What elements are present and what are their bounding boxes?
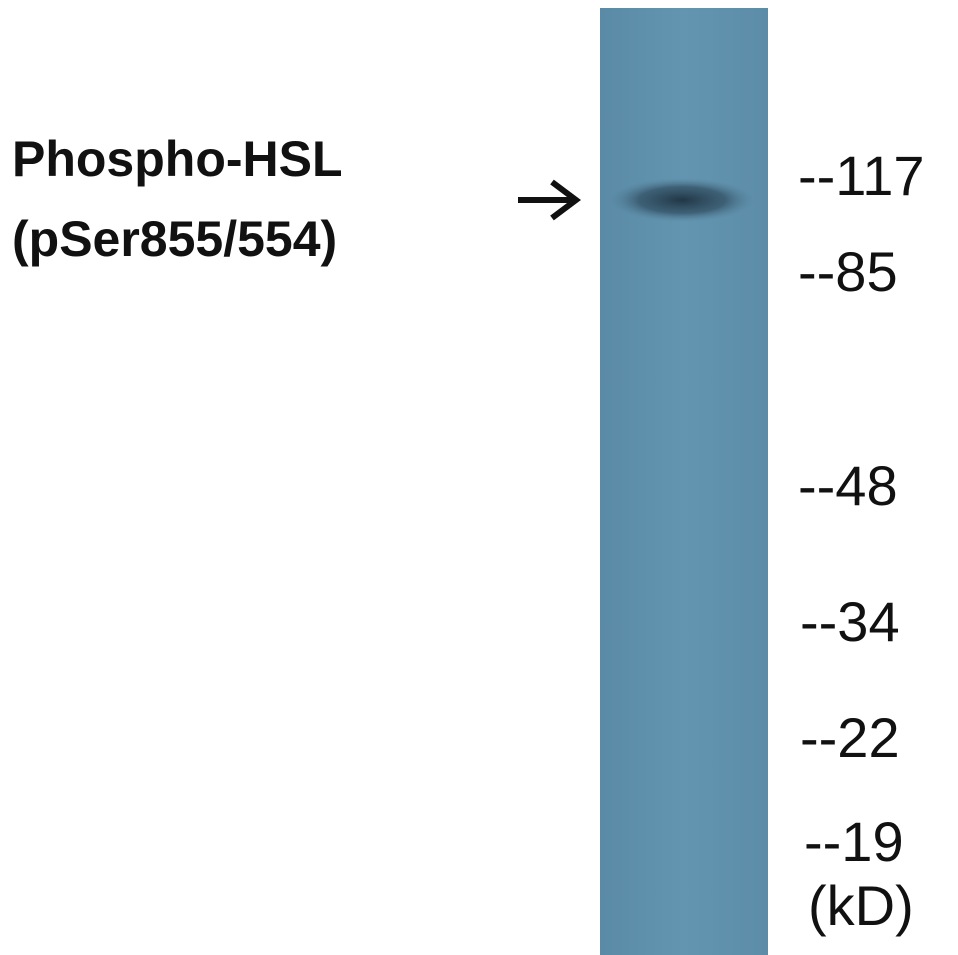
blot-figure: Phospho-HSL (pSer855/554) --117 --85 --4… [0, 0, 958, 955]
title-line: Phospho-HSL [12, 131, 343, 187]
title-line: (pSer855/554) [12, 211, 337, 267]
marker-label: --48 [798, 454, 898, 517]
protein-band [610, 178, 754, 222]
marker-label: --117 [798, 144, 925, 207]
blot-lane [600, 8, 768, 955]
unit-label: (kD) [808, 874, 914, 937]
marker-label: --19 [804, 810, 904, 873]
marker-label: --85 [798, 240, 898, 303]
marker-label: --22 [800, 706, 900, 769]
arrow [518, 182, 576, 218]
marker-label: --34 [800, 590, 900, 653]
